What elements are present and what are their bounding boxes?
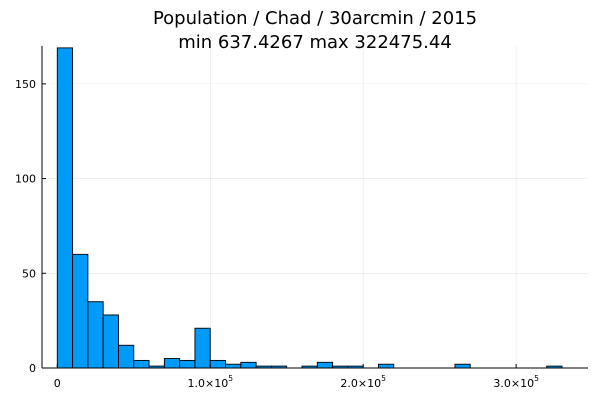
axes (41, 46, 588, 369)
histogram-bar-10 (209, 359, 226, 369)
histogram-bar-8 (179, 359, 196, 369)
histogram-bar-7 (163, 358, 181, 369)
y-tick-label-2: 100 (15, 173, 36, 186)
histogram-bar-26 (454, 363, 471, 369)
x-tick-label-1: 1.0×105 (187, 374, 233, 390)
grid (42, 46, 588, 369)
histogram-bar-5 (133, 359, 150, 369)
histogram-bar-11 (225, 363, 242, 369)
tick-labels: 0 50 100 150 0 1.0×105 2.0×105 3.0×105 (15, 78, 539, 390)
x-tick-label-3: 3.0×105 (493, 374, 539, 390)
histogram-bar-21 (378, 363, 395, 369)
histogram-bar-12 (240, 361, 257, 369)
chart-title-line-2: min 637.4267 max 322475.44 (178, 32, 452, 53)
histogram-bar-17 (316, 361, 334, 369)
y-tick-label-1: 50 (22, 267, 36, 280)
histogram-bar-1 (72, 253, 89, 369)
bars (56, 47, 563, 369)
chart-title-line-1: Population / Chad / 30arcmin / 2015 (153, 8, 477, 29)
histogram-bar-0 (56, 47, 74, 369)
x-tick-label-0: 0 (54, 377, 61, 390)
y-tick-label-3: 150 (15, 78, 36, 91)
y-tick-label-0: 0 (29, 362, 36, 375)
histogram-bar-3 (102, 314, 119, 369)
x-tick-label-2: 2.0×105 (340, 374, 386, 390)
histogram-bar-4 (118, 344, 135, 369)
histogram-bar-9 (194, 327, 211, 369)
histogram-bar-2 (87, 301, 104, 369)
